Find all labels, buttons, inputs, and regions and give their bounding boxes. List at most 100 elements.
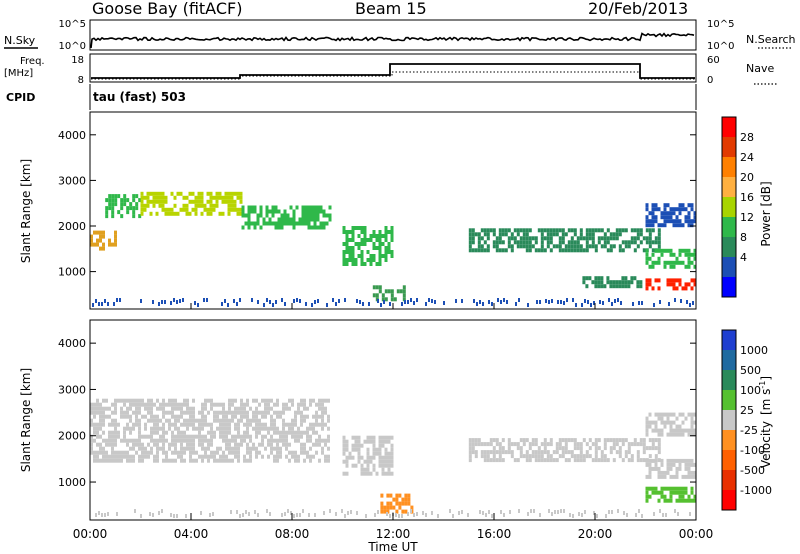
heatmap-cell	[111, 454, 114, 459]
heatmap-cell	[255, 410, 258, 415]
heatmap-cell	[111, 430, 114, 435]
heatmap-cell	[390, 226, 394, 230]
heatmap-cell	[533, 509, 535, 513]
heatmap-cell	[681, 286, 685, 291]
heatmap-cell	[528, 248, 532, 253]
heatmap-cell	[557, 510, 559, 514]
heatmap-cell	[90, 234, 93, 239]
heatmap-cell	[660, 252, 664, 257]
heatmap-cell	[600, 454, 604, 459]
heatmap-cell	[174, 426, 177, 431]
heatmap-cell	[669, 260, 673, 265]
heatmap-cell	[117, 194, 121, 199]
heatmap-cell	[560, 300, 562, 304]
heatmap-cell	[345, 230, 349, 234]
heatmap-cell	[684, 416, 688, 421]
heatmap-cell	[108, 194, 112, 199]
heatmap-cell	[153, 454, 156, 459]
heatmap-cell	[323, 511, 325, 515]
heatmap-cell	[96, 230, 99, 235]
heatmap-cell	[111, 450, 114, 455]
heatmap-cell	[362, 302, 364, 306]
heatmap-cell	[348, 230, 352, 234]
heatmap-cell	[216, 458, 219, 463]
heatmap-cell	[300, 430, 303, 435]
heatmap-cell	[274, 205, 278, 210]
heatmap-cell	[93, 430, 96, 435]
heatmap-cell	[237, 454, 240, 459]
heatmap-cell	[144, 454, 147, 459]
heatmap-cell	[279, 446, 282, 451]
heatmap-cell	[165, 438, 168, 443]
heatmap-cell	[285, 406, 288, 411]
heatmap-cell	[105, 414, 108, 419]
heatmap-cell	[645, 260, 649, 265]
heatmap-cell	[693, 420, 697, 425]
heatmap-cell	[216, 426, 219, 431]
heatmap-cell	[507, 442, 511, 447]
heatmap-cell	[261, 422, 264, 427]
colorbar-segment	[722, 217, 736, 238]
heatmap-cell	[678, 466, 682, 471]
heatmap-cell	[564, 442, 568, 447]
heatmap-cell	[519, 228, 523, 233]
heatmap-cell	[273, 430, 276, 435]
heatmap-cell	[126, 426, 129, 431]
heatmap-cell	[149, 199, 153, 204]
heatmap-cell	[555, 228, 559, 233]
heatmap-cell	[672, 252, 676, 257]
heatmap-cell	[383, 509, 387, 514]
heatmap-cell	[189, 410, 192, 415]
heatmap-cell	[197, 191, 201, 196]
heatmap-cell	[678, 278, 682, 283]
heatmap-cell	[241, 209, 245, 214]
heatmap-cell	[687, 428, 691, 433]
heatmap-cell	[606, 228, 610, 233]
heatmap-cell	[645, 256, 649, 261]
heatmap-cell	[669, 211, 673, 216]
heatmap-cell	[354, 443, 358, 448]
heatmap-cell	[192, 414, 195, 419]
heatmap-cell	[246, 402, 249, 407]
heatmap-cell	[618, 438, 622, 443]
heatmap-cell	[304, 221, 308, 226]
heatmap-cell	[297, 430, 300, 435]
heatmap-cell	[174, 398, 177, 403]
heatmap-cell	[310, 213, 314, 218]
heatmap-cell	[141, 442, 144, 447]
heatmap-cell	[284, 512, 286, 516]
heatmap-cell	[401, 514, 403, 518]
heatmap-cell	[479, 510, 481, 514]
heatmap-cell	[623, 511, 625, 515]
heatmap-cell	[657, 474, 661, 479]
heatmap-cell	[642, 458, 646, 463]
heatmap-cell	[135, 418, 138, 423]
heatmap-cell	[498, 240, 502, 245]
heatmap-cell	[192, 446, 195, 451]
heatmap-cell	[268, 209, 272, 214]
heatmap-cell	[389, 505, 393, 510]
heatmap-cell	[648, 486, 652, 491]
heatmap-cell	[687, 248, 691, 253]
heatmap-cell	[468, 442, 472, 447]
heatmap-cell	[186, 410, 189, 415]
heatmap-cell	[693, 494, 697, 499]
heatmap-cell	[372, 439, 376, 444]
heatmap-cell	[285, 422, 288, 427]
heatmap-cell	[183, 430, 186, 435]
heatmap-cell	[573, 240, 577, 245]
heatmap-cell	[645, 215, 649, 220]
heatmap-cell	[483, 232, 487, 237]
heatmap-cell	[416, 298, 418, 302]
heatmap-cell	[153, 458, 156, 463]
heatmap-cell	[321, 418, 324, 423]
heatmap-cell	[296, 298, 298, 302]
heatmap-cell	[149, 512, 151, 516]
heatmap-cell	[114, 406, 117, 411]
heatmap-cell	[540, 232, 544, 237]
heatmap-cell	[603, 236, 607, 241]
heatmap-cell	[546, 450, 550, 455]
heatmap-cell	[372, 443, 376, 448]
heatmap-cell	[240, 418, 243, 423]
heatmap-cell	[693, 428, 697, 433]
